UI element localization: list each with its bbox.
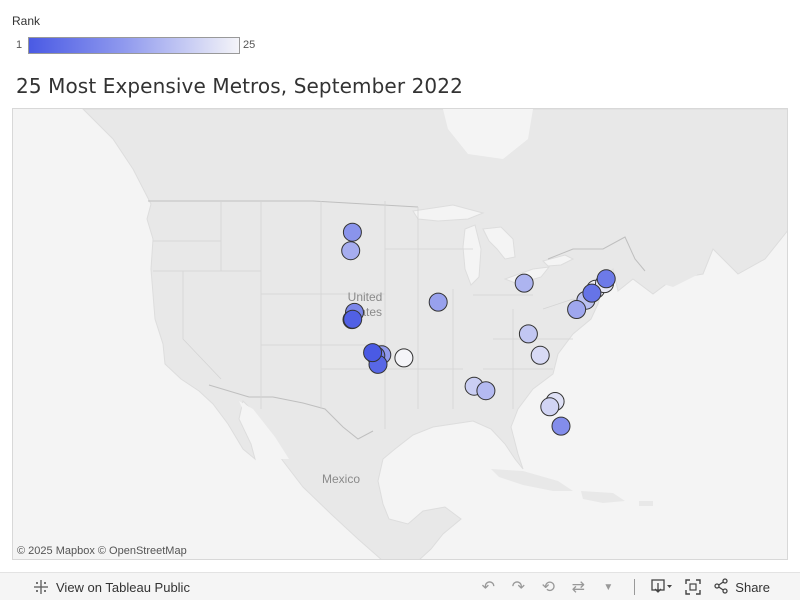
share-label: Share xyxy=(735,579,770,595)
view-on-tableau-public-link[interactable]: View on Tableau Public xyxy=(32,578,190,596)
dropdown-icon[interactable]: ▼ xyxy=(603,581,614,593)
legend-title: Rank xyxy=(12,14,41,28)
legend-color-ramp xyxy=(28,37,240,54)
metro-marker-rank-25[interactable] xyxy=(394,348,414,368)
country-borders xyxy=(148,200,646,440)
puerto-rico-island xyxy=(639,501,653,506)
metro-marker-rank-14[interactable] xyxy=(341,241,361,261)
metro-marker-rank-21[interactable] xyxy=(530,345,550,365)
nova-scotia xyxy=(653,259,703,287)
metro-marker-rank-15[interactable] xyxy=(514,273,534,293)
metro-marker-rank-13[interactable] xyxy=(567,300,587,319)
bottom-toolbar: View on Tableau Public ↶ ↷ ⟲ ⇄ ▼ xyxy=(0,572,800,600)
gulf-of-california xyxy=(239,401,289,459)
map-view[interactable]: United States Mexico © 2025 Mapbox © Ope… xyxy=(12,108,788,560)
country-label-mexico: Mexico xyxy=(322,472,360,486)
undo-icon[interactable]: ↶ xyxy=(481,579,495,596)
country-label-us-line1: United xyxy=(348,290,383,304)
state-borders xyxy=(153,201,594,429)
metro-markers[interactable] xyxy=(341,222,616,436)
metro-marker-rank-10[interactable] xyxy=(342,222,362,242)
hudson-bay xyxy=(443,109,533,159)
cuba-island xyxy=(491,469,573,491)
share-icon xyxy=(713,577,729,597)
metro-marker-rank-18[interactable] xyxy=(518,324,538,344)
toolbar-actions: ↶ ↷ ⟲ ⇄ ▼ Share xyxy=(478,577,770,597)
metro-marker-rank-2[interactable] xyxy=(343,309,363,329)
legend-max-label: 25 xyxy=(243,39,256,51)
metro-marker-rank-9[interactable] xyxy=(551,416,571,436)
metro-marker-rank-1[interactable] xyxy=(363,343,383,363)
metro-marker-rank-20[interactable] xyxy=(540,397,560,417)
page-title: 25 Most Expensive Metros, September 2022 xyxy=(16,74,463,98)
legend-min-label: 1 xyxy=(16,39,23,51)
view-on-tableau-public-label: View on Tableau Public xyxy=(56,579,190,595)
metro-marker-rank-16[interactable] xyxy=(476,381,496,401)
map-canvas[interactable]: United States Mexico xyxy=(13,109,788,560)
download-icon[interactable] xyxy=(651,577,673,597)
redo-icon[interactable]: ↷ xyxy=(511,579,525,596)
hispaniola-island xyxy=(581,491,625,503)
revert-icon[interactable]: ⟲ xyxy=(541,579,555,596)
share-button[interactable]: Share xyxy=(713,577,770,597)
metro-marker-rank-5[interactable] xyxy=(582,283,602,303)
toolbar-divider xyxy=(634,579,636,595)
color-legend: Rank 1 25 xyxy=(12,12,272,58)
metro-marker-rank-6[interactable] xyxy=(596,269,616,289)
refresh-icon[interactable]: ⇄ xyxy=(571,579,585,596)
fullscreen-icon[interactable] xyxy=(683,577,703,597)
map-attribution[interactable]: © 2025 Mapbox © OpenStreetMap xyxy=(17,545,187,557)
tableau-logo-icon xyxy=(32,578,50,596)
metro-marker-rank-12[interactable] xyxy=(428,292,448,312)
